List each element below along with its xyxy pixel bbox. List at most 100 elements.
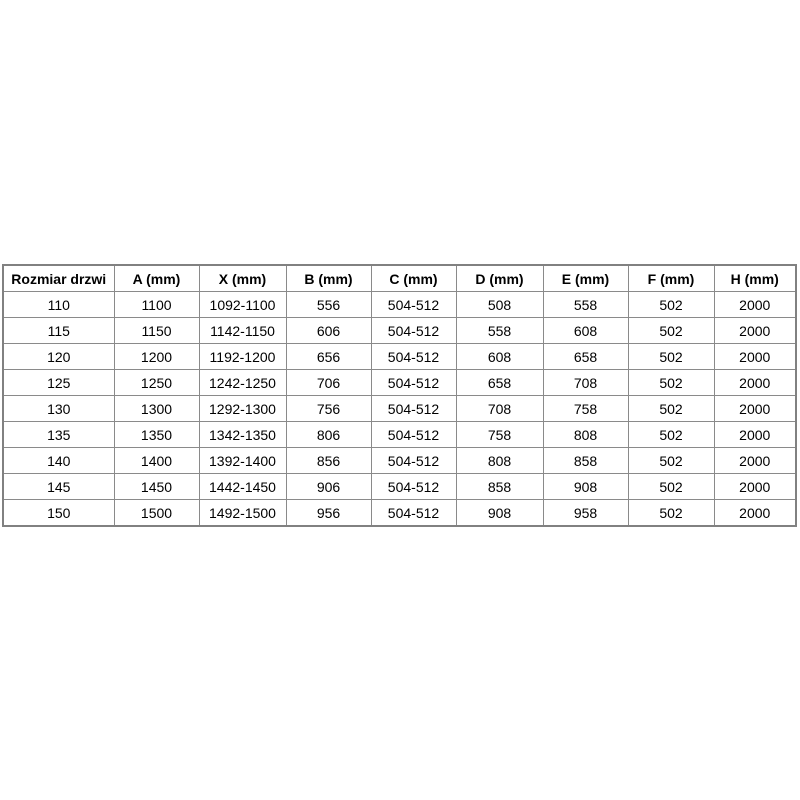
table-cell: 1392-1400 xyxy=(198,447,287,474)
table-cell: 125 xyxy=(2,369,115,396)
table-cell: 2000 xyxy=(713,447,797,474)
column-header: F (mm) xyxy=(627,264,715,292)
table-cell: 758 xyxy=(542,395,629,422)
table-row: 150 1500 1492-1500 956 504-512 908 958 502 2000 xyxy=(2,499,797,527)
table-cell: 145 xyxy=(2,473,115,500)
table-cell: 502 xyxy=(627,499,715,527)
table-cell: 1292-1300 xyxy=(198,395,287,422)
table-cell: 1200 xyxy=(113,343,200,370)
table-cell: 140 xyxy=(2,447,115,474)
table-cell: 1092-1100 xyxy=(198,291,287,318)
table-header-row: Rozmiar drzwi A (mm) X (mm) B (mm) C (mm) D (… xyxy=(2,264,797,292)
table-cell: 504-512 xyxy=(370,395,457,422)
table-cell: 856 xyxy=(285,447,372,474)
table-cell: 1250 xyxy=(113,369,200,396)
table-cell: 504-512 xyxy=(370,447,457,474)
table-cell: 502 xyxy=(627,317,715,344)
column-header: C (mm) xyxy=(370,264,457,292)
table-cell: 504-512 xyxy=(370,421,457,448)
table-cell: 504-512 xyxy=(370,291,457,318)
column-header: X (mm) xyxy=(198,264,287,292)
table-cell: 558 xyxy=(542,291,629,318)
table-cell: 120 xyxy=(2,343,115,370)
table-cell: 2000 xyxy=(713,291,797,318)
table-cell: 504-512 xyxy=(370,317,457,344)
door-size-spec-table: Rozmiar drzwi A (mm) X (mm) B (mm) C (mm) D (… xyxy=(2,264,797,527)
table-cell: 130 xyxy=(2,395,115,422)
table-cell: 502 xyxy=(627,447,715,474)
table-cell: 658 xyxy=(455,369,544,396)
table-cell: 1350 xyxy=(113,421,200,448)
table-cell: 508 xyxy=(455,291,544,318)
column-header: Rozmiar drzwi xyxy=(2,264,115,292)
table-cell: 2000 xyxy=(713,317,797,344)
table-cell: 502 xyxy=(627,421,715,448)
column-header: H (mm) xyxy=(713,264,797,292)
table-cell: 758 xyxy=(455,421,544,448)
table-cell: 2000 xyxy=(713,473,797,500)
table-cell: 115 xyxy=(2,317,115,344)
table-cell: 906 xyxy=(285,473,372,500)
table-cell: 1342-1350 xyxy=(198,421,287,448)
table-cell: 958 xyxy=(542,499,629,527)
table-row: 145 1450 1442-1450 906 504-512 858 908 502 2000 xyxy=(2,473,797,500)
table-cell: 858 xyxy=(455,473,544,500)
table-cell: 2000 xyxy=(713,395,797,422)
table-cell: 1242-1250 xyxy=(198,369,287,396)
table-header: Rozmiar drzwi A (mm) X (mm) B (mm) C (mm) D (… xyxy=(2,264,797,292)
table-cell: 1492-1500 xyxy=(198,499,287,527)
table-cell: 556 xyxy=(285,291,372,318)
table-cell: 708 xyxy=(542,369,629,396)
column-header: A (mm) xyxy=(113,264,200,292)
table-cell: 708 xyxy=(455,395,544,422)
table-cell: 1442-1450 xyxy=(198,473,287,500)
table-cell: 858 xyxy=(542,447,629,474)
table-cell: 504-512 xyxy=(370,499,457,527)
table-cell: 608 xyxy=(455,343,544,370)
table-cell: 1142-1150 xyxy=(198,317,287,344)
table-cell: 1192-1200 xyxy=(198,343,287,370)
table-cell: 1450 xyxy=(113,473,200,500)
table-cell: 502 xyxy=(627,369,715,396)
table-cell: 502 xyxy=(627,395,715,422)
table-cell: 504-512 xyxy=(370,343,457,370)
table-row: 120 1200 1192-1200 656 504-512 608 658 502 2000 xyxy=(2,343,797,370)
table-cell: 558 xyxy=(455,317,544,344)
table-cell: 1500 xyxy=(113,499,200,527)
table-cell: 502 xyxy=(627,473,715,500)
table-cell: 658 xyxy=(542,343,629,370)
table-cell: 504-512 xyxy=(370,473,457,500)
table-cell: 608 xyxy=(542,317,629,344)
table-row: 130 1300 1292-1300 756 504-512 708 758 502 2000 xyxy=(2,395,797,422)
table-cell: 706 xyxy=(285,369,372,396)
table-cell: 806 xyxy=(285,421,372,448)
table-row: 125 1250 1242-1250 706 504-512 658 708 502 2000 xyxy=(2,369,797,396)
table-cell: 502 xyxy=(627,343,715,370)
table-row: 140 1400 1392-1400 856 504-512 808 858 502 2000 xyxy=(2,447,797,474)
table-cell: 1300 xyxy=(113,395,200,422)
column-header: D (mm) xyxy=(455,264,544,292)
table-cell: 808 xyxy=(542,421,629,448)
table-row: 115 1150 1142-1150 606 504-512 558 608 502 2000 xyxy=(2,317,797,344)
table-cell: 756 xyxy=(285,395,372,422)
table-cell: 2000 xyxy=(713,369,797,396)
table-body: 110 1100 1092-1100 556 504-512 508 558 502 2000 1… xyxy=(2,291,797,527)
table-cell: 606 xyxy=(285,317,372,344)
table-cell: 1150 xyxy=(113,317,200,344)
table-cell: 150 xyxy=(2,499,115,527)
table-cell: 2000 xyxy=(713,421,797,448)
table-cell: 2000 xyxy=(713,499,797,527)
table-cell: 135 xyxy=(2,421,115,448)
table-cell: 1400 xyxy=(113,447,200,474)
table-row: 135 1350 1342-1350 806 504-512 758 808 502 2000 xyxy=(2,421,797,448)
table-cell: 110 xyxy=(2,291,115,318)
table-cell: 504-512 xyxy=(370,369,457,396)
table-cell: 908 xyxy=(455,499,544,527)
table-cell: 956 xyxy=(285,499,372,527)
table-cell: 656 xyxy=(285,343,372,370)
column-header: B (mm) xyxy=(285,264,372,292)
table-cell: 908 xyxy=(542,473,629,500)
table-row: 110 1100 1092-1100 556 504-512 508 558 502 2000 xyxy=(2,291,797,318)
table-cell: 2000 xyxy=(713,343,797,370)
table-cell: 502 xyxy=(627,291,715,318)
